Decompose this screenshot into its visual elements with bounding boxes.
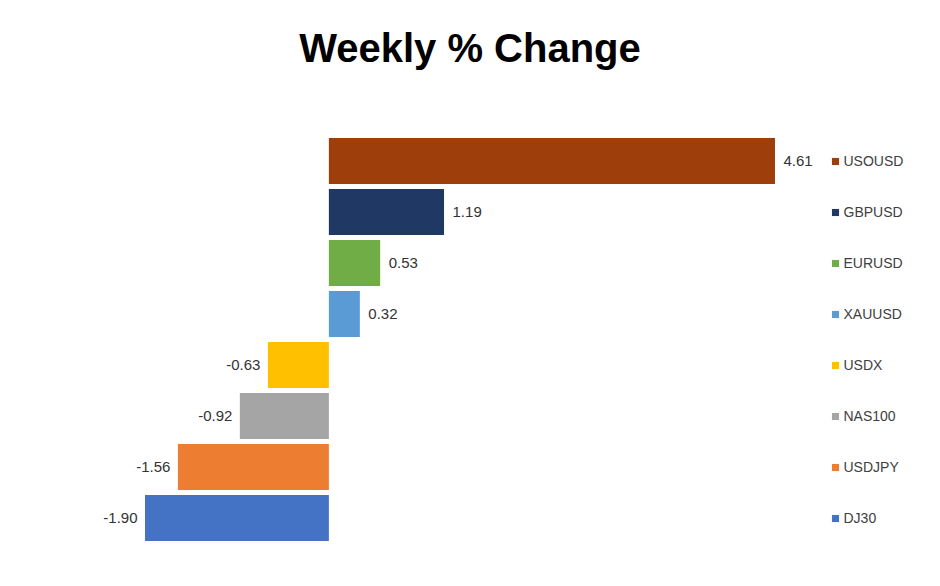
html-text:Weekly % Change: Weekly % Change [299,26,641,70]
svg-text:1.19: 1.19 [453,203,482,220]
svg-text:USOUSD: USOUSD [844,153,904,169]
svg-text:DJ30: DJ30 [844,510,877,526]
svg-text:-0.92: -0.92 [198,407,232,424]
svg-text:XAUUSD: XAUUSD [844,306,902,322]
svg-text:NAS100: NAS100 [844,408,896,424]
svg-text:GBPUSD: GBPUSD [844,204,903,220]
svg-text:0.32: 0.32 [368,305,397,322]
svg-text:0.53: 0.53 [389,254,418,271]
svg-text:-0.63: -0.63 [226,356,260,373]
svg-text:-1.90: -1.90 [103,509,137,526]
svg-text:USDX: USDX [844,357,884,373]
svg-text:USDJPY: USDJPY [844,459,900,475]
svg-text:-1.56: -1.56 [136,458,170,475]
svg-text:EURUSD: EURUSD [844,255,903,271]
svg-text:4.61: 4.61 [784,152,813,169]
